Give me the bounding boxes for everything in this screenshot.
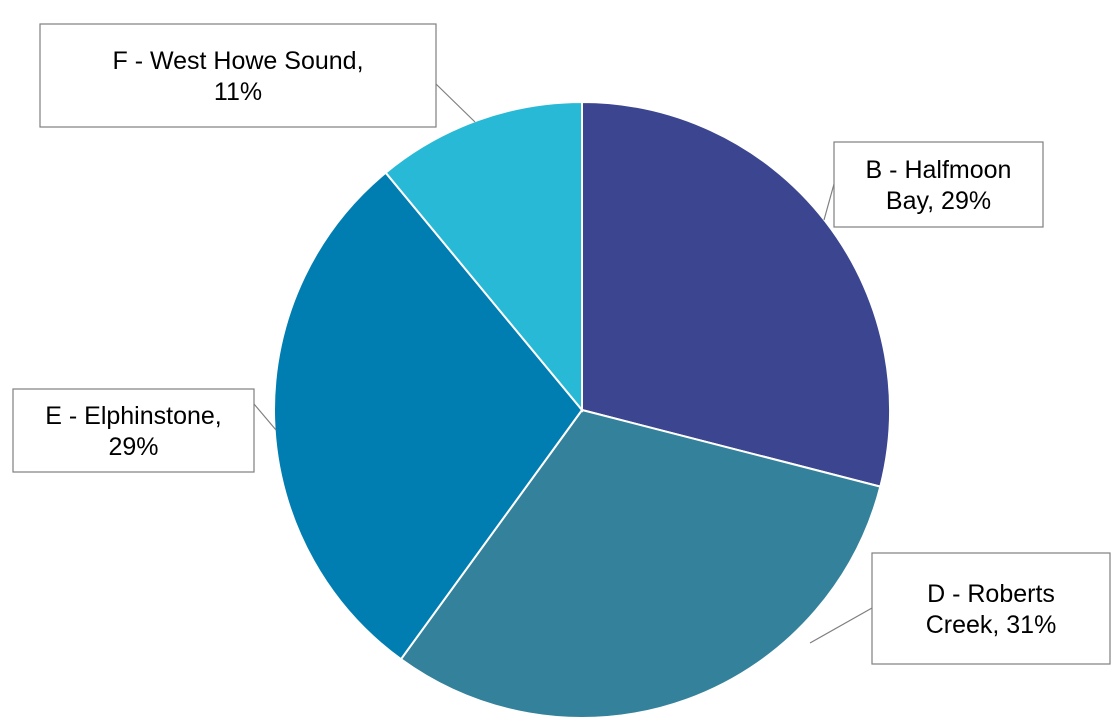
callout-box bbox=[12, 388, 255, 473]
callout-label-line: B - Halfmoon bbox=[866, 156, 1012, 184]
leader-lines bbox=[253, 83, 873, 644]
pie-slices bbox=[273, 100, 891, 718]
callout-label-line: Bay, 29% bbox=[886, 187, 991, 215]
callout-label-line: Creek, 31% bbox=[926, 611, 1057, 639]
data-callouts: B - Halfmoon Bay, 29% D - Roberts Creek, 31… bbox=[12, 23, 1111, 665]
pie-slice-d-roberts-creek bbox=[399, 408, 882, 718]
callout-f-west-howe-sound: F - West Howe Sound, 11% bbox=[39, 23, 437, 128]
leader-line-b-halfmoon-bay bbox=[823, 183, 835, 221]
leader-line-f-west-howe-sound bbox=[435, 83, 476, 123]
pie-slice-f-west-howe-sound bbox=[384, 100, 583, 413]
callout-box bbox=[39, 23, 437, 128]
callout-b-halfmoon-bay: B - Halfmoon Bay, 29% bbox=[833, 141, 1044, 228]
callout-box bbox=[833, 141, 1044, 228]
pie-slice-b-halfmoon-bay bbox=[581, 100, 891, 488]
callout-label-line: F - West Howe Sound, bbox=[112, 47, 363, 75]
callout-d-roberts-creek: D - Roberts Creek, 31% bbox=[871, 552, 1111, 665]
callout-label-line: E - Elphinstone, bbox=[45, 402, 222, 430]
leader-line-d-roberts-creek bbox=[809, 607, 873, 644]
callout-box bbox=[871, 552, 1111, 665]
callout-e-elphinstone: E - Elphinstone, 29% bbox=[12, 388, 255, 473]
callout-label-line: D - Roberts bbox=[927, 580, 1055, 608]
callout-label-line: 29% bbox=[108, 433, 158, 461]
pie-slice-e-elphinstone bbox=[273, 171, 584, 661]
callout-label-line: 11% bbox=[214, 78, 262, 106]
leader-line-e-elphinstone bbox=[253, 403, 277, 431]
